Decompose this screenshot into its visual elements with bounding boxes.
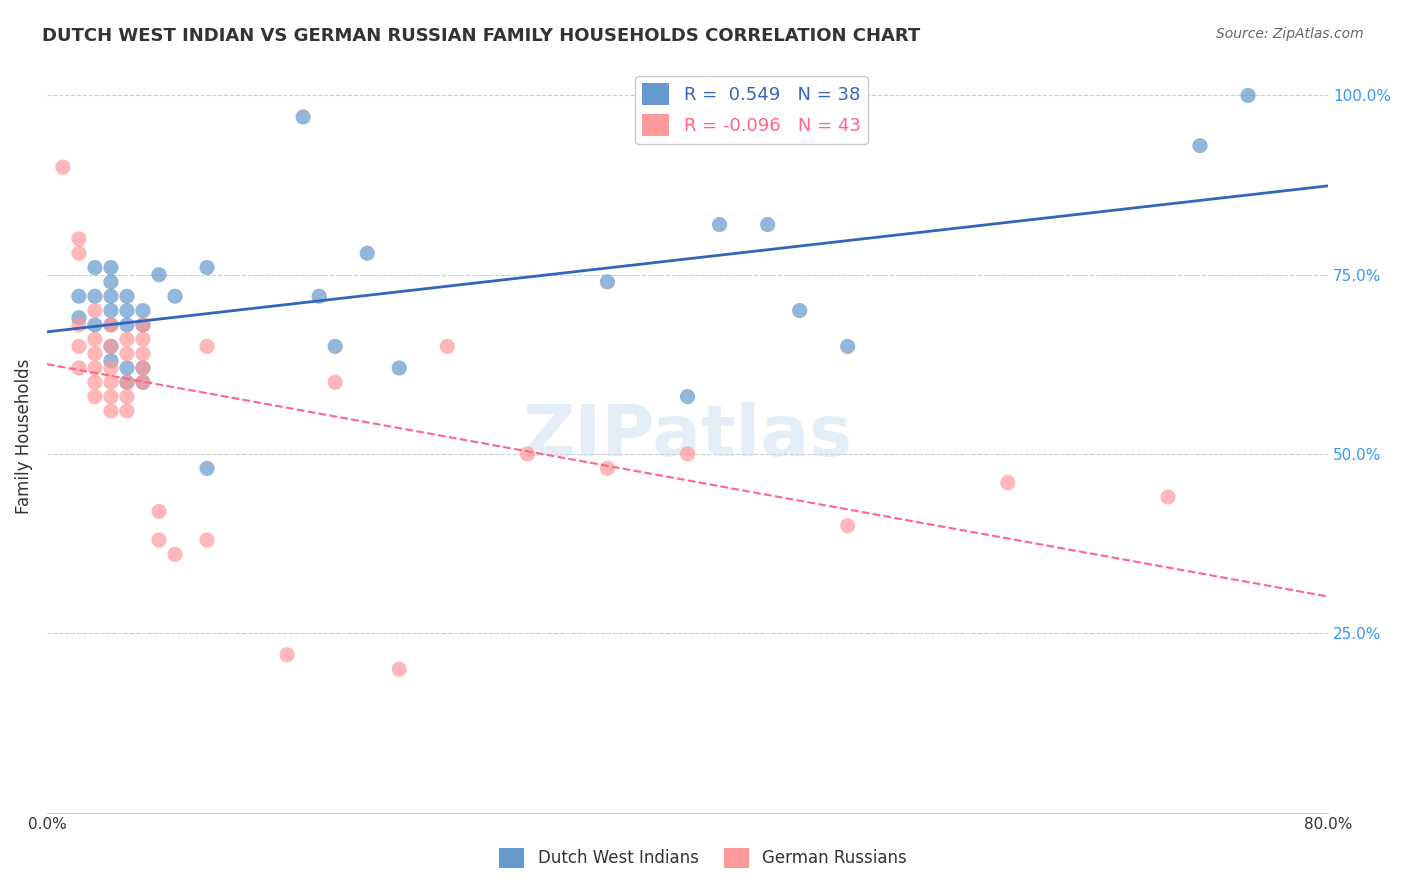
Point	[67, 232, 90, 246]
Point	[132, 332, 155, 346]
Point	[132, 360, 155, 375]
Point	[84, 318, 107, 332]
Point	[52, 160, 75, 174]
Text: Source: ZipAtlas.com: Source: ZipAtlas.com	[1216, 27, 1364, 41]
Point	[997, 475, 1019, 490]
Point	[115, 303, 138, 318]
Point	[356, 246, 378, 260]
Point	[100, 353, 122, 368]
Point	[115, 318, 138, 332]
Point	[388, 360, 411, 375]
Point	[100, 339, 122, 353]
Point	[148, 533, 170, 547]
Point	[132, 318, 155, 332]
Point	[195, 461, 218, 475]
Point	[100, 318, 122, 332]
Point	[67, 289, 90, 303]
Point	[195, 533, 218, 547]
Point	[1188, 138, 1211, 153]
Point	[195, 260, 218, 275]
Point	[84, 303, 107, 318]
Point	[100, 275, 122, 289]
Point	[132, 376, 155, 390]
Legend: Dutch West Indians, German Russians: Dutch West Indians, German Russians	[492, 841, 914, 875]
Point	[84, 332, 107, 346]
Point	[596, 461, 619, 475]
Point	[115, 289, 138, 303]
Point	[837, 339, 859, 353]
Point	[1157, 490, 1180, 504]
Point	[100, 376, 122, 390]
Point	[115, 390, 138, 404]
Point	[837, 518, 859, 533]
Point	[115, 376, 138, 390]
Point	[100, 318, 122, 332]
Point	[100, 339, 122, 353]
Point	[132, 318, 155, 332]
Point	[132, 360, 155, 375]
Point	[596, 275, 619, 289]
Point	[115, 332, 138, 346]
Point	[709, 218, 731, 232]
Point	[516, 447, 538, 461]
Point	[67, 310, 90, 325]
Point	[84, 390, 107, 404]
Point	[132, 303, 155, 318]
Point	[276, 648, 298, 662]
Point	[292, 110, 315, 124]
Point	[436, 339, 458, 353]
Point	[756, 218, 779, 232]
Point	[323, 339, 346, 353]
Text: ZIPatlas: ZIPatlas	[523, 401, 852, 471]
Point	[115, 360, 138, 375]
Point	[388, 662, 411, 676]
Point	[100, 303, 122, 318]
Point	[84, 289, 107, 303]
Point	[148, 504, 170, 518]
Point	[115, 346, 138, 360]
Point	[67, 318, 90, 332]
Point	[676, 390, 699, 404]
Point	[1237, 88, 1260, 103]
Point	[100, 289, 122, 303]
Text: DUTCH WEST INDIAN VS GERMAN RUSSIAN FAMILY HOUSEHOLDS CORRELATION CHART: DUTCH WEST INDIAN VS GERMAN RUSSIAN FAMI…	[42, 27, 921, 45]
Point	[67, 360, 90, 375]
Point	[148, 268, 170, 282]
Point	[84, 376, 107, 390]
Point	[115, 404, 138, 418]
Y-axis label: Family Households: Family Households	[15, 359, 32, 514]
Point	[84, 346, 107, 360]
Point	[100, 260, 122, 275]
Point	[84, 260, 107, 275]
Point	[100, 404, 122, 418]
Point	[84, 360, 107, 375]
Point	[100, 390, 122, 404]
Point	[676, 447, 699, 461]
Point	[100, 360, 122, 375]
Point	[195, 339, 218, 353]
Point	[789, 303, 811, 318]
Point	[132, 376, 155, 390]
Point	[67, 246, 90, 260]
Point	[67, 339, 90, 353]
Point	[115, 376, 138, 390]
Point	[163, 548, 186, 562]
Point	[163, 289, 186, 303]
Point	[132, 346, 155, 360]
Point	[308, 289, 330, 303]
Point	[323, 376, 346, 390]
Legend: R =  0.549   N = 38, R = -0.096   N = 43: R = 0.549 N = 38, R = -0.096 N = 43	[636, 76, 868, 144]
